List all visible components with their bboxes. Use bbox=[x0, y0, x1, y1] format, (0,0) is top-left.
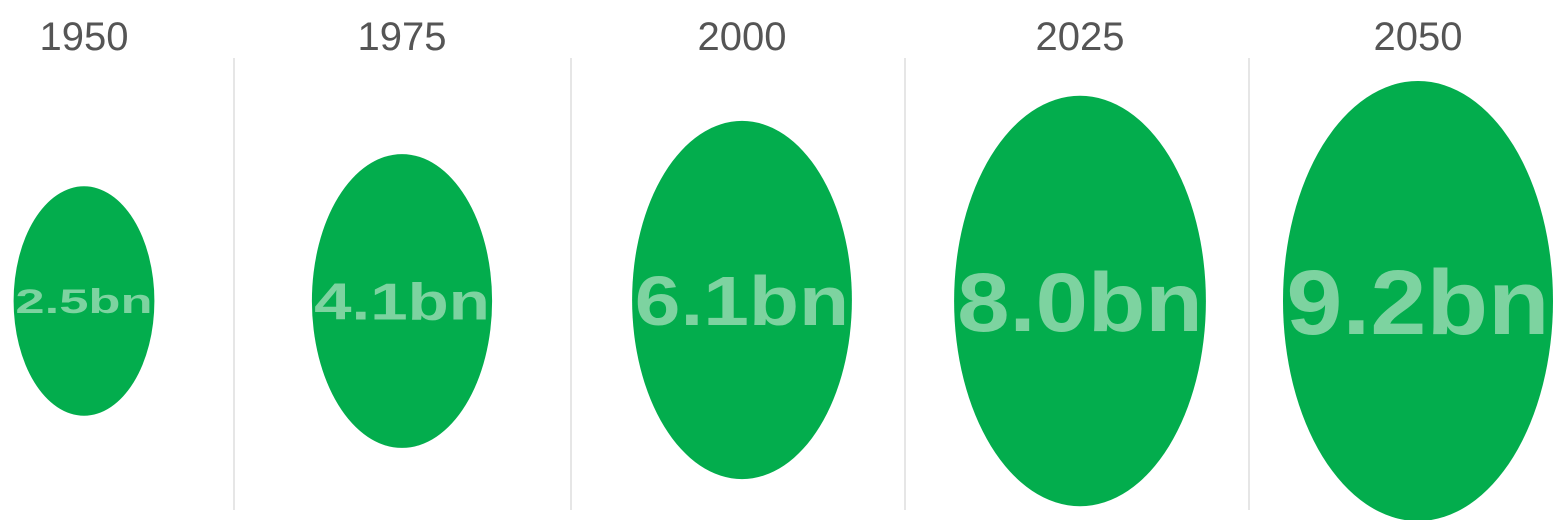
year-column-2025: 2025 8.0bn bbox=[954, 15, 1206, 507]
population-value-label: 9.2bn bbox=[1286, 252, 1549, 354]
population-bubble bbox=[954, 95, 1206, 507]
year-column-2050: 2050 9.2bn bbox=[1283, 15, 1553, 520]
year-label: 2025 bbox=[1036, 15, 1125, 59]
population-value-label: 2.5bn bbox=[15, 283, 152, 321]
population-bubble bbox=[632, 120, 852, 480]
population-value-label: 8.0bn bbox=[957, 255, 1203, 349]
population-bubble bbox=[311, 154, 493, 448]
population-bubble bbox=[1283, 81, 1553, 520]
population-value-label: 4.1bn bbox=[314, 273, 490, 331]
year-label: 1975 bbox=[358, 15, 447, 59]
year-label: 2000 bbox=[698, 15, 787, 59]
population-value-label: 6.1bn bbox=[635, 262, 849, 340]
year-column-1950: 1950 2.5bn bbox=[13, 15, 155, 416]
column-dividers bbox=[233, 58, 1250, 510]
population-bubble bbox=[13, 186, 155, 416]
year-label: 2050 bbox=[1374, 15, 1463, 59]
year-column-2000: 2000 6.1bn bbox=[632, 15, 852, 480]
bubble-columns: 1950 2.5bn 1975 4.1bn 2000 6.1bn 2025 8.0bn 2050… bbox=[13, 15, 1553, 520]
year-label: 1950 bbox=[40, 15, 129, 59]
year-column-1975: 1975 4.1bn bbox=[311, 15, 493, 448]
